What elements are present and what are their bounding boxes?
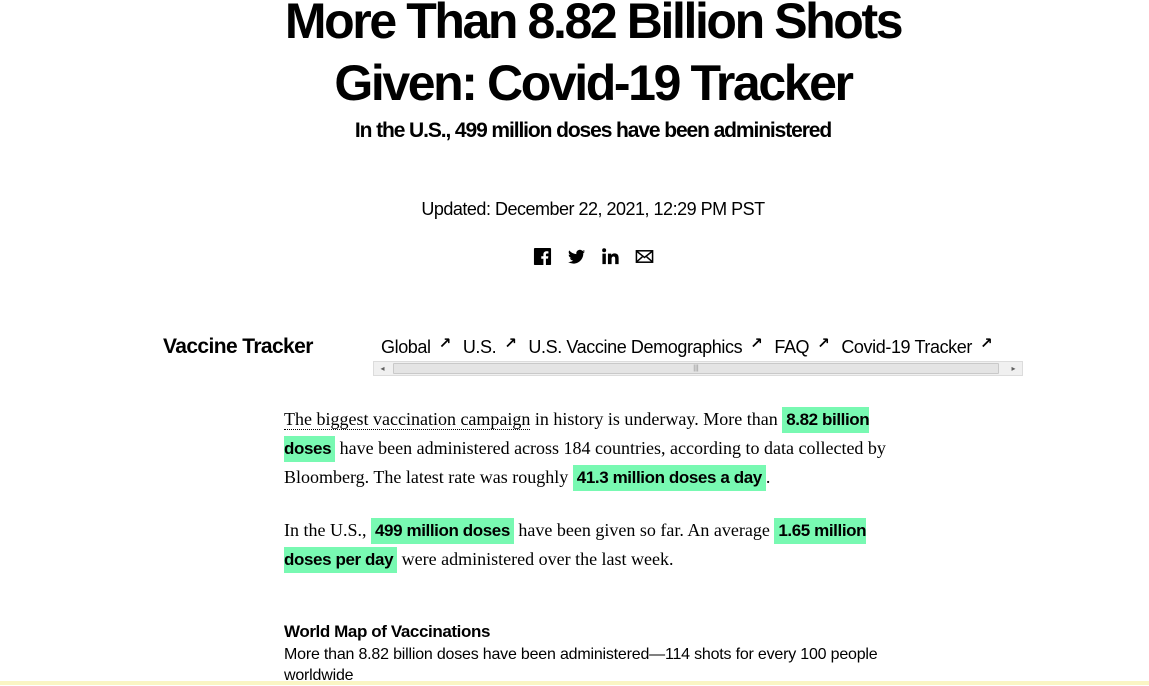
linkedin-icon[interactable] [600,246,620,266]
scrollbar-thumb[interactable]: ||| [393,363,999,374]
intro-paragraph-1: The biggest vaccination campaign in hist… [284,405,906,492]
twitter-icon[interactable] [566,246,586,266]
external-arrow-icon: ↗ [750,335,763,352]
article-intro: The biggest vaccination campaign in hist… [284,405,906,598]
external-arrow-icon: ↗ [438,335,452,352]
vaccination-campaign-link[interactable]: The biggest vaccination campaign [284,409,531,430]
nav-link-faq[interactable]: FAQ ↗ [774,335,830,358]
nav-horizontal-scrollbar[interactable]: ◂ ||| ▸ [373,361,1023,376]
world-map-description: More than 8.82 billion doses have been a… [284,646,878,684]
highlight-us-doses: 499 million doses [371,518,514,544]
scroll-left-icon[interactable]: ◂ [380,364,385,373]
email-icon[interactable] [634,246,654,266]
facebook-icon[interactable] [532,246,552,266]
headline-line-2: Given: Covid-19 Tracker [334,55,854,111]
updated-timestamp: Updated: December 22, 2021, 12:29 PM PST [421,199,765,219]
share-bar [532,246,654,266]
intro-paragraph-2: In the U.S., 499 million doses have been… [284,516,906,574]
nav-link-covid-19-tracker[interactable]: Covid-19 Tracker ↗ [841,335,993,358]
scroll-right-icon[interactable]: ▸ [1011,364,1016,373]
nav-link-global[interactable]: Global ↗ [381,335,452,358]
world-map-title: World Map of Vaccinations [284,622,490,641]
vaccine-tracker-title: Vaccine Tracker [163,335,313,358]
highlight-daily-rate: 41.3 million doses a day [572,465,766,491]
external-arrow-icon: ↗ [979,335,993,352]
headline: More Than 8.82 Billion Shots Given: Covi… [0,0,1149,114]
nav-link-us[interactable]: U.S. ↗ [462,335,517,358]
external-arrow-icon: ↗ [504,335,517,352]
nav-link-us-vaccine-demographics[interactable]: U.S. Vaccine Demographics ↗ [528,335,763,358]
subheadline: In the U.S., 499 million doses have been… [354,119,832,142]
tracker-nav: Global ↗ U.S. ↗ U.S. Vaccine Demographics ↗… [381,335,993,358]
headline-line-1: More Than 8.82 Billion Shots [284,0,904,49]
bottom-banner-strip [0,681,1149,685]
external-arrow-icon: ↗ [817,335,830,352]
